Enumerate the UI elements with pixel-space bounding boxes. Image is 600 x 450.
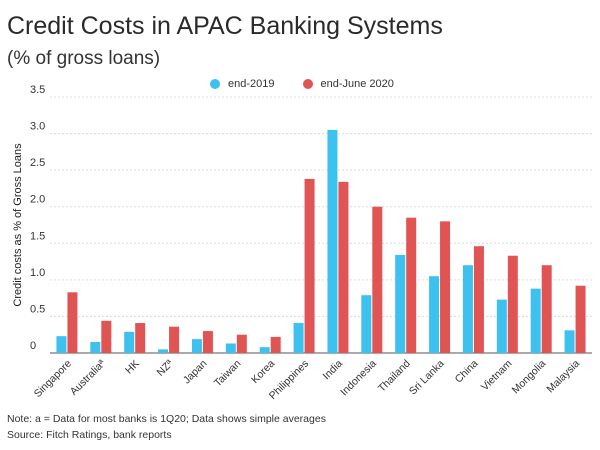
y-tick-label: 2.0 <box>30 194 45 206</box>
bar-series1 <box>225 343 236 353</box>
chart-source: Source: Fitch Ratings, bank reports <box>7 429 172 441</box>
bar-series1 <box>90 342 101 353</box>
bar-series1 <box>327 129 338 353</box>
bar-series2 <box>67 292 78 353</box>
bar-series2 <box>406 217 417 353</box>
bar-series1 <box>259 347 270 353</box>
bar-series2 <box>473 246 484 353</box>
legend-swatch-series2 <box>302 79 313 89</box>
bar-series1 <box>462 265 473 353</box>
bar-series2 <box>507 255 518 353</box>
legend: end-2019 end-June 2020 <box>210 78 422 90</box>
y-tick-label: 3.5 <box>30 84 45 96</box>
y-tick-label: 2.5 <box>30 157 45 169</box>
bar-series2 <box>304 178 315 353</box>
bar-series1 <box>191 339 202 353</box>
bar-series1 <box>124 331 135 353</box>
x-tick-label: Singapore <box>32 358 74 400</box>
x-tick-label: China <box>453 358 481 386</box>
x-tick-label: Indonesia <box>338 358 379 399</box>
x-tick-label: Sri Lanka <box>407 358 447 398</box>
bar-series2 <box>541 265 552 353</box>
y-tick-label: 0.5 <box>30 303 45 315</box>
bar-series1 <box>530 288 541 353</box>
x-tick-label: Malaysia <box>544 358 582 396</box>
bar-series1 <box>158 349 169 353</box>
legend-label-series1: end-2019 <box>228 78 275 90</box>
bar-series1 <box>496 299 507 353</box>
y-tick-label: 1.0 <box>30 267 45 279</box>
x-tick-label: India <box>320 358 345 383</box>
x-tick-label: Korea <box>249 358 277 386</box>
bar-series2 <box>338 181 349 353</box>
bar-series2 <box>169 326 180 353</box>
bar-series2 <box>101 320 112 353</box>
x-tick-label: NZª <box>155 358 176 379</box>
legend-item-series1: end-2019 <box>210 78 275 90</box>
bar-series2 <box>202 331 213 353</box>
bar-series1 <box>361 295 372 353</box>
y-axis-label: Credit costs as % of Gross Loans <box>12 143 24 307</box>
bar-series1 <box>56 336 67 353</box>
chart-subtitle: (% of gross loans) <box>7 48 161 69</box>
bar-series2 <box>575 285 586 353</box>
bar-series2 <box>236 334 247 353</box>
legend-swatch-series1 <box>210 79 220 89</box>
bar-series1 <box>429 276 440 353</box>
bar-series1 <box>395 254 406 353</box>
bar-series2 <box>270 336 281 353</box>
chart-title: Credit Costs in APAC Banking Systems <box>7 12 443 40</box>
legend-label-series2: end-June 2020 <box>320 78 394 90</box>
bar-series2 <box>372 206 383 353</box>
bar-series1 <box>564 330 575 353</box>
bar-series1 <box>293 323 304 353</box>
y-tick-label: 3.0 <box>30 121 45 133</box>
x-tick-label: Australiaª <box>68 358 108 398</box>
x-tick-label: Japan <box>181 358 210 387</box>
bar-series2 <box>135 323 146 353</box>
x-tick-label: Taiwan <box>212 358 244 390</box>
y-tick-label: 0 <box>30 340 36 352</box>
x-tick-label: Mongolia <box>510 358 549 397</box>
bar-series2 <box>440 221 451 353</box>
x-tick-label: HK <box>123 358 142 377</box>
legend-item-series2: end-June 2020 <box>302 78 394 90</box>
y-tick-label: 1.5 <box>30 230 45 242</box>
chart-note: Note: a = Data for most banks is 1Q20; D… <box>7 413 326 425</box>
